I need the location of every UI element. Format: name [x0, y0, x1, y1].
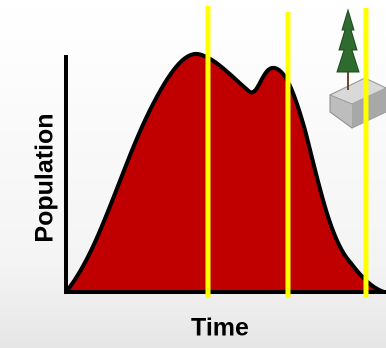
y-axis-label: Population [31, 113, 59, 242]
diagram: Population Time [0, 0, 386, 348]
x-axis-label: Time [191, 314, 249, 342]
